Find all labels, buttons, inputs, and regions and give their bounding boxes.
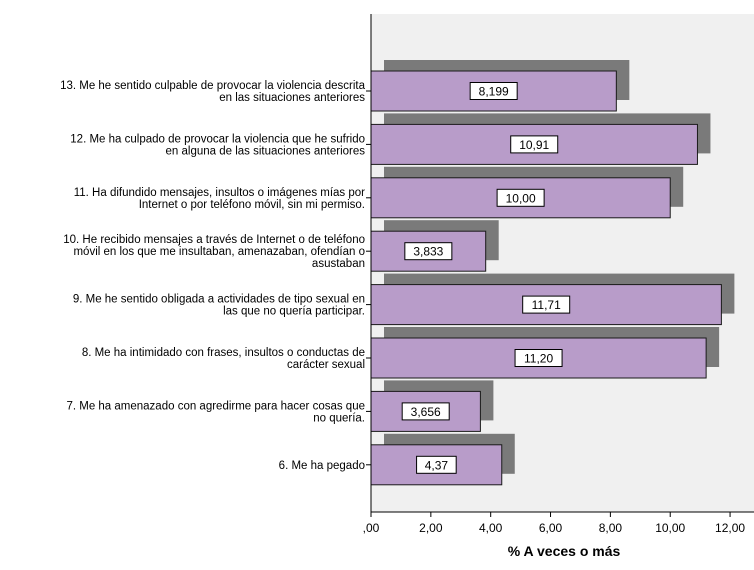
data-label: 3,833 bbox=[413, 245, 443, 259]
data-label: 11,71 bbox=[532, 298, 561, 312]
category-label: 8. Me ha intimidado con frases, insultos… bbox=[82, 347, 365, 359]
data-label-box bbox=[514, 349, 563, 367]
data-label: 10,91 bbox=[519, 138, 549, 152]
category-label: 12. Me ha culpado de provocar la violenc… bbox=[70, 133, 365, 145]
data-label-box bbox=[401, 402, 450, 421]
category-label: en las situaciones anteriores bbox=[219, 92, 365, 104]
category-label: 9. Me he sentido obligada a actividades … bbox=[73, 294, 365, 306]
x-tick-label: 6,00 bbox=[539, 521, 563, 535]
x-axis-title: % A veces o más bbox=[508, 543, 621, 559]
x-tick-label: 2,00 bbox=[419, 521, 443, 535]
category-label: en alguna de las situaciones anteriores bbox=[166, 145, 366, 157]
x-axis-ticks: ,00 2,00 4,00 6,00 8,00 10,00 12,00 bbox=[363, 512, 745, 535]
category-label: asustaban bbox=[312, 258, 365, 270]
bars bbox=[370, 70, 722, 486]
category-label: 11. Ha difundido mensajes, insultos o im… bbox=[74, 187, 365, 199]
x-tick-label: 8,00 bbox=[599, 521, 623, 535]
x-tick-label: 10,00 bbox=[655, 521, 685, 535]
category-label: las que no quería participar. bbox=[223, 306, 365, 318]
data-label-box bbox=[496, 188, 545, 207]
x-tick-label: 4,00 bbox=[479, 521, 503, 535]
data-label-box bbox=[404, 242, 453, 261]
category-label: móvil en los que me insultaban, amenazab… bbox=[73, 246, 365, 258]
category-label: 13. Me he sentido culpable de provocar l… bbox=[60, 80, 366, 92]
data-label: 8,199 bbox=[479, 85, 509, 99]
data-labels: 8,199 10,91 10,00 3,833 11,71 11,20 3,656 4,37 bbox=[401, 82, 571, 474]
data-label-box bbox=[416, 455, 457, 474]
category-label: no quería. bbox=[313, 412, 365, 424]
category-label: Internet o por teléfono móvil, sin mi pe… bbox=[139, 199, 365, 211]
data-label-box bbox=[469, 82, 518, 100]
category-label: carácter sexual bbox=[287, 359, 365, 371]
data-label: 4,37 bbox=[425, 458, 449, 472]
category-label: 6. Me ha pegado bbox=[279, 460, 365, 472]
data-label-box bbox=[522, 295, 571, 314]
axes bbox=[370, 14, 754, 513]
x-tick-label: ,00 bbox=[363, 521, 380, 535]
data-label: 10,00 bbox=[506, 191, 536, 205]
x-tick-label: 12,00 bbox=[715, 521, 745, 535]
data-label: 3,656 bbox=[411, 405, 441, 419]
category-labels: 13. Me he sentido culpable de provocar l… bbox=[60, 80, 371, 472]
category-label: 7. Me ha amenazado con agredirme para ha… bbox=[66, 400, 365, 412]
data-label-box bbox=[510, 135, 559, 154]
data-label: 11,20 bbox=[524, 352, 553, 366]
category-label: 10. He recibido mensajes a través de Int… bbox=[63, 234, 365, 246]
